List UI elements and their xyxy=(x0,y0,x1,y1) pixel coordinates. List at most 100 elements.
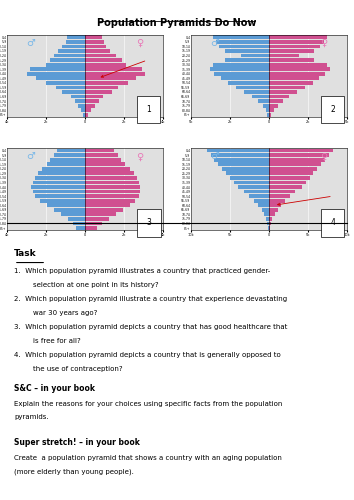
Text: Explain the reasons for your choices using specific facts from the population: Explain the reasons for your choices usi… xyxy=(14,400,282,406)
Text: the use of contraception?: the use of contraception? xyxy=(33,366,122,372)
Bar xyxy=(269,68,330,71)
Bar xyxy=(46,81,85,84)
Bar xyxy=(85,204,130,207)
Text: Create  a population pyramid that shows a country with an aging population: Create a population pyramid that shows a… xyxy=(14,454,282,460)
Bar xyxy=(85,217,109,221)
Bar xyxy=(85,90,112,94)
Bar xyxy=(85,94,103,98)
Bar xyxy=(254,199,269,202)
Bar xyxy=(226,172,269,175)
Bar xyxy=(61,212,85,216)
Bar xyxy=(264,212,269,216)
Bar xyxy=(269,162,321,166)
Text: 3: 3 xyxy=(147,218,152,228)
Bar xyxy=(85,108,91,112)
Bar xyxy=(38,172,85,175)
Bar xyxy=(234,180,269,184)
Bar xyxy=(269,81,313,84)
Bar xyxy=(215,158,269,162)
Bar xyxy=(241,54,269,58)
Bar xyxy=(269,108,274,112)
Bar xyxy=(250,194,269,198)
Bar xyxy=(269,199,285,202)
Bar xyxy=(40,199,85,202)
Bar xyxy=(222,167,269,170)
Bar xyxy=(213,36,269,39)
Bar xyxy=(54,54,85,58)
Bar xyxy=(85,54,116,58)
Bar xyxy=(269,217,273,221)
Bar xyxy=(85,99,99,103)
Bar xyxy=(269,94,289,98)
Bar xyxy=(35,176,85,180)
Text: ♂: ♂ xyxy=(26,38,35,48)
Bar xyxy=(85,212,116,216)
Text: is free for all?: is free for all? xyxy=(33,338,80,344)
Bar xyxy=(33,190,85,194)
Bar xyxy=(85,58,122,62)
Bar xyxy=(85,72,145,76)
Bar xyxy=(56,86,85,89)
Bar xyxy=(85,185,141,189)
Bar xyxy=(85,194,139,198)
Bar xyxy=(268,226,269,230)
Text: 4: 4 xyxy=(330,218,335,228)
Bar xyxy=(85,86,118,89)
Bar xyxy=(267,222,269,226)
Bar xyxy=(269,190,296,194)
Bar xyxy=(85,167,130,170)
Bar xyxy=(269,49,314,53)
Bar xyxy=(36,76,85,80)
Bar xyxy=(85,44,107,48)
Text: ♂: ♂ xyxy=(210,38,219,48)
Bar xyxy=(269,86,305,89)
Bar xyxy=(27,72,85,76)
Text: war 30 years ago?: war 30 years ago? xyxy=(33,310,97,316)
Bar xyxy=(62,44,85,48)
Text: Task: Task xyxy=(14,249,36,258)
Bar xyxy=(57,148,85,152)
Bar xyxy=(269,167,317,170)
Bar xyxy=(85,76,136,80)
Bar xyxy=(269,204,281,207)
Bar xyxy=(219,44,269,48)
Bar xyxy=(252,94,269,98)
Bar xyxy=(207,148,269,152)
Bar xyxy=(83,113,85,116)
Bar xyxy=(269,212,275,216)
Bar xyxy=(269,104,278,108)
Bar xyxy=(65,40,85,43)
Bar xyxy=(269,90,297,94)
Bar xyxy=(85,63,126,66)
Bar xyxy=(267,113,269,116)
Bar xyxy=(269,222,271,226)
Text: Population Pyramids Do Now: Population Pyramids Do Now xyxy=(97,18,257,28)
Bar xyxy=(33,180,85,184)
Text: ♂: ♂ xyxy=(26,152,35,162)
Bar xyxy=(266,108,269,112)
Bar xyxy=(73,222,85,226)
Bar xyxy=(32,185,85,189)
Bar xyxy=(81,108,85,112)
Bar xyxy=(269,153,329,157)
Bar xyxy=(85,36,102,39)
Text: 4.  Which population pyramid depicts a country that is generally opposed to: 4. Which population pyramid depicts a co… xyxy=(14,352,281,358)
Bar xyxy=(72,94,85,98)
Bar xyxy=(266,217,269,221)
Bar xyxy=(269,172,313,175)
Bar xyxy=(215,72,269,76)
Bar xyxy=(42,167,85,170)
Bar xyxy=(269,36,327,39)
Text: S&C – in your book: S&C – in your book xyxy=(14,384,95,392)
Bar xyxy=(269,44,320,48)
Text: (more elderly than young people).: (more elderly than young people). xyxy=(14,468,134,475)
Bar xyxy=(269,113,271,116)
Bar xyxy=(269,72,325,76)
Bar xyxy=(269,180,306,184)
Bar xyxy=(47,204,85,207)
Text: selection at one point in its history?: selection at one point in its history? xyxy=(33,282,158,288)
Bar xyxy=(85,68,142,71)
Bar xyxy=(218,162,269,166)
Bar xyxy=(225,49,269,53)
Bar xyxy=(85,162,125,166)
